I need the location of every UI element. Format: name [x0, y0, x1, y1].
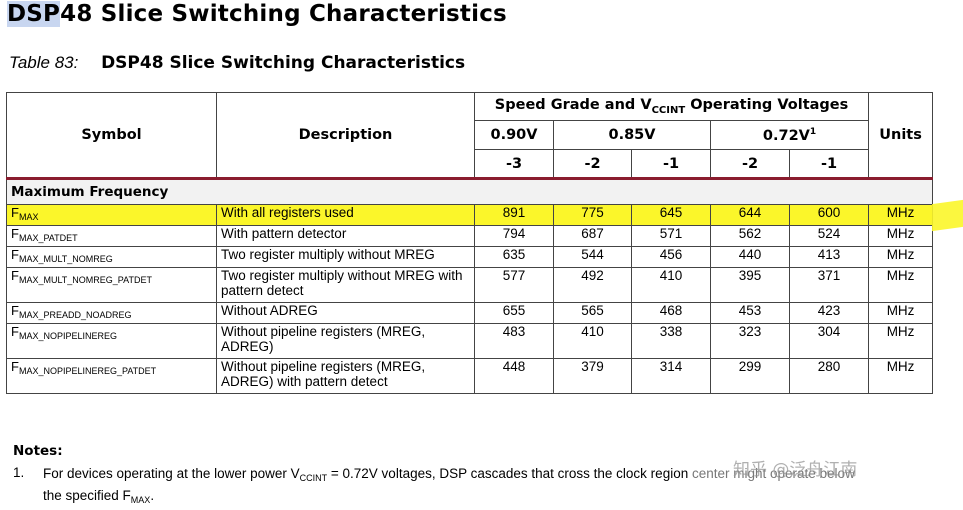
- value-cell: 299: [710, 358, 790, 394]
- note-number: 1.: [13, 465, 25, 480]
- value-cell: 468: [631, 302, 711, 324]
- value-cell: 453: [710, 302, 790, 324]
- value-cell: 600: [788, 204, 870, 226]
- grade-header: -2: [710, 149, 790, 179]
- symbol-cell: FMAX: [6, 204, 217, 226]
- value-cell: 483: [474, 323, 554, 359]
- unit-cell: MHz: [868, 267, 934, 303]
- symbol-cell: FMAX_NOPIPELINEREG: [6, 323, 217, 359]
- value-cell: 544: [553, 246, 632, 268]
- table-row: FMAX_NOPIPELINEREG_PATDET Without pipeli…: [6, 358, 934, 394]
- table-row: FMAX_PATDET With pattern detector 794 68…: [6, 225, 934, 247]
- page-title-rest: 48 Slice Switching Characteristics: [60, 1, 507, 27]
- value-cell: 687: [553, 225, 632, 247]
- page-title: DSP48 Slice Switching Characteristics: [7, 1, 507, 27]
- value-cell: 323: [710, 323, 790, 359]
- highlighter-stroke: [932, 199, 963, 232]
- value-cell: 371: [788, 267, 870, 303]
- value-cell: 891: [474, 204, 554, 226]
- value-cell: 562: [710, 225, 790, 247]
- table-caption: Table 83: DSP48 Slice Switching Characte…: [9, 53, 465, 73]
- unit-cell: MHz: [868, 204, 934, 226]
- description-cell: Without pipeline registers (MREG, ADREG)…: [216, 358, 475, 394]
- unit-cell: MHz: [868, 358, 934, 394]
- value-cell: 645: [631, 204, 711, 226]
- voltage-header: 0.72V1: [709, 120, 870, 150]
- switching-characteristics-table: Symbol Description Speed Grade and VCCIN…: [5, 92, 934, 394]
- note-item: 1. For devices operating at the lower po…: [13, 465, 923, 509]
- voltage-header: 0.90V: [474, 120, 554, 150]
- value-cell: 565: [553, 302, 632, 324]
- table-row: FMAX_MULT_NOMREG Two register multiply w…: [6, 246, 934, 268]
- table-row: FMAX With all registers used 891 775 645…: [6, 204, 934, 226]
- table-row: FMAX_NOPIPELINEREG Without pipeline regi…: [6, 323, 934, 359]
- unit-cell: MHz: [868, 246, 934, 268]
- value-cell: 410: [631, 267, 711, 303]
- value-cell: 644: [710, 204, 790, 226]
- grade-header: -3: [474, 149, 554, 179]
- value-cell: 775: [553, 204, 632, 226]
- units-header: Units: [868, 92, 934, 179]
- symbol-cell: FMAX_PATDET: [6, 225, 217, 247]
- description-cell: Without pipeline registers (MREG, ADREG): [216, 323, 475, 359]
- voltage-header: 0.85V: [553, 120, 711, 150]
- description-cell: Without ADREG: [216, 302, 475, 324]
- description-cell: Two register multiply without MREG: [216, 246, 475, 268]
- table-number: Table 83:: [9, 53, 79, 72]
- table-row: FMAX_MULT_NOMREG_PATDET Two register mul…: [6, 267, 934, 303]
- grade-header: -1: [788, 149, 870, 179]
- note-text: For devices operating at the lower power…: [43, 466, 855, 505]
- description-cell: Two register multiply without MREG with …: [216, 267, 475, 303]
- grade-header: -2: [553, 149, 632, 179]
- section-label: Maximum Frequency: [5, 178, 934, 205]
- value-cell: 456: [631, 246, 711, 268]
- symbol-cell: FMAX_MULT_NOMREG_PATDET: [6, 267, 217, 303]
- selected-text[interactable]: DSP: [7, 1, 61, 27]
- description-header: Description: [216, 92, 475, 179]
- notes-title: Notes:: [13, 443, 63, 459]
- value-cell: 423: [788, 302, 870, 324]
- description-cell: With pattern detector: [216, 225, 475, 247]
- unit-cell: MHz: [868, 323, 934, 359]
- value-cell: 524: [788, 225, 870, 247]
- table-title: DSP48 Slice Switching Characteristics: [101, 53, 466, 73]
- table-row: FMAX_PREADD_NOADREG Without ADREG 655 56…: [6, 302, 934, 324]
- value-cell: 448: [474, 358, 554, 394]
- value-cell: 280: [788, 358, 870, 394]
- value-cell: 314: [631, 358, 711, 394]
- value-cell: 395: [710, 267, 790, 303]
- symbol-cell: FMAX_MULT_NOMREG: [6, 246, 217, 268]
- speed-grade-header: Speed Grade and VCCINT Operating Voltage…: [473, 92, 870, 121]
- symbol-cell: FMAX_PREADD_NOADREG: [6, 302, 217, 324]
- value-cell: 338: [631, 323, 711, 359]
- symbol-header: Symbol: [6, 92, 217, 179]
- value-cell: 440: [710, 246, 790, 268]
- value-cell: 571: [631, 225, 711, 247]
- obscured-note-text: center might operate below: [691, 466, 855, 481]
- description-cell: With all registers used: [216, 204, 475, 226]
- value-cell: 379: [553, 358, 632, 394]
- value-cell: 655: [474, 302, 554, 324]
- watermark: 知乎 @泛舟江南: [733, 460, 858, 480]
- value-cell: 577: [474, 267, 554, 303]
- value-cell: 635: [474, 246, 554, 268]
- unit-cell: MHz: [868, 225, 934, 247]
- value-cell: 794: [474, 225, 554, 247]
- value-cell: 410: [553, 323, 632, 359]
- value-cell: 492: [553, 267, 632, 303]
- unit-cell: MHz: [868, 302, 934, 324]
- notes-section: Notes: 1. For devices operating at the l…: [13, 443, 923, 509]
- value-cell: 304: [788, 323, 870, 359]
- value-cell: 413: [788, 246, 870, 268]
- grade-header: -1: [631, 149, 711, 179]
- symbol-cell: FMAX_NOPIPELINEREG_PATDET: [6, 358, 217, 394]
